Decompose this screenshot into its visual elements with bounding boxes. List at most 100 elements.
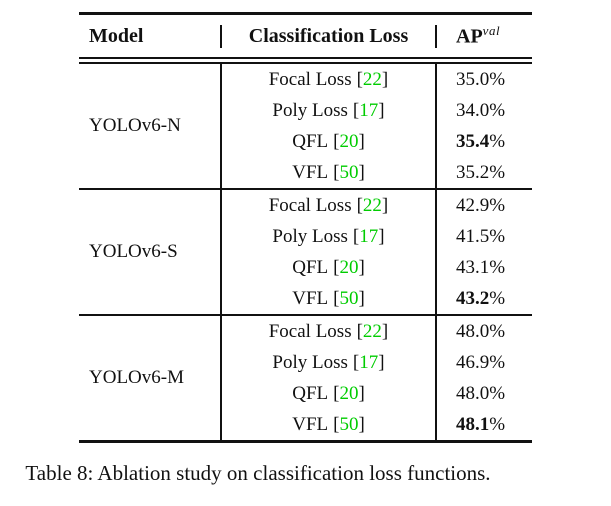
citation[interactable]: [50] [333,288,365,309]
citation-number[interactable]: 22 [362,321,382,342]
loss-label: Focal Loss [268,69,352,90]
loss-label: QFL [292,257,329,278]
loss-row: Focal Loss [22] [222,64,435,95]
ap-value: 34.0 [456,100,490,121]
percent-sign: % [489,69,506,90]
ap-row: 35.2% [456,157,532,188]
citation-number[interactable]: 20 [339,383,359,404]
loss-row: Focal Loss [22] [222,316,435,347]
citation-number[interactable]: 22 [362,195,382,216]
loss-row: Focal Loss [22] [222,190,435,221]
table-caption: Table 8: Ablation study on classificatio… [25,461,491,485]
citation-number[interactable]: 50 [339,288,359,309]
table-bottom-rule [79,440,532,443]
ap-cells: 42.9% 41.5% 43.1% 43.2% [437,190,532,314]
bracket-open-icon: [ [333,131,340,152]
loss-label: QFL [292,383,329,404]
bracket-open-icon: [ [333,288,340,309]
loss-label: Focal Loss [268,321,352,342]
loss-cells: Focal Loss [22] Poly Loss [17] QFL [20] VFL… [220,316,437,440]
ap-value: 41.5 [456,226,490,247]
citation[interactable]: [22] [357,321,389,342]
percent-sign: % [489,257,506,278]
citation[interactable]: [20] [333,257,365,278]
ap-row: 48.1% [456,409,532,440]
loss-label: VFL [292,288,329,309]
ablation-table: Model Classification Loss APval YOLOv6-N… [79,12,532,443]
citation-number[interactable]: 50 [339,414,359,435]
loss-cells: Focal Loss [22] Poly Loss [17] QFL [20] VFL… [220,64,437,188]
loss-label: VFL [292,162,329,183]
loss-label: Poly Loss [272,100,348,121]
bracket-open-icon: [ [356,69,363,90]
loss-row: Poly Loss [17] [222,95,435,126]
header-ap: APval [437,23,532,49]
percent-sign: % [489,321,506,342]
loss-row: QFL [20] [222,378,435,409]
citation[interactable]: [17] [353,100,385,121]
loss-row: VFL [50] [222,283,435,314]
loss-label: Poly Loss [272,352,348,373]
loss-row: Poly Loss [17] [222,221,435,252]
citation-number[interactable]: 20 [339,131,359,152]
loss-cells: Focal Loss [22] Poly Loss [17] QFL [20] VFL… [220,190,437,314]
citation[interactable]: [22] [357,195,389,216]
citation-number[interactable]: 17 [359,226,379,247]
bracket-open-icon: [ [356,321,363,342]
bracket-close-icon: ] [358,131,365,152]
model-name: YOLOv6-S [89,241,178,262]
citation-number[interactable]: 50 [339,162,359,183]
percent-sign: % [489,383,506,404]
bracket-close-icon: ] [381,69,389,90]
ap-row: 42.9% [456,190,532,221]
citation-number[interactable]: 22 [362,69,382,90]
citation[interactable]: [20] [333,131,365,152]
percent-sign: % [489,162,506,183]
ap-cells: 35.0% 34.0% 35.4% 35.2% [437,64,532,188]
header-classification-loss: Classification Loss [220,24,437,48]
ap-value: 43.2 [456,288,490,309]
header-ap-superscript: val [482,22,501,38]
bracket-close-icon: ] [381,195,389,216]
citation-number[interactable]: 17 [359,352,379,373]
table-top-rule [79,12,532,15]
citation[interactable]: [17] [353,352,385,373]
loss-row: QFL [20] [222,126,435,157]
ap-value: 43.1 [456,257,490,278]
ap-row: 46.9% [456,347,532,378]
citation[interactable]: [50] [333,162,365,183]
loss-label: QFL [292,131,329,152]
mid-rule [79,188,532,190]
bracket-close-icon: ] [381,321,389,342]
loss-label: VFL [292,414,329,435]
bracket-open-icon: [ [352,100,360,121]
percent-sign: % [489,100,506,121]
citation[interactable]: [20] [333,383,365,404]
bracket-close-icon: ] [358,414,365,435]
bracket-open-icon: [ [333,257,340,278]
percent-sign: % [489,414,506,435]
bracket-close-icon: ] [358,257,365,278]
citation-number[interactable]: 17 [359,100,379,121]
ap-row: 43.1% [456,252,532,283]
bracket-open-icon: [ [352,226,360,247]
loss-row: QFL [20] [222,252,435,283]
ap-row: 48.0% [456,378,532,409]
ap-value: 48.0 [456,383,490,404]
citation[interactable]: [17] [353,226,385,247]
citation[interactable]: [50] [333,414,365,435]
bracket-close-icon: ] [378,352,385,373]
loss-row: Poly Loss [17] [222,347,435,378]
bracket-open-icon: [ [356,195,363,216]
bracket-close-icon: ] [358,288,365,309]
bracket-open-icon: [ [333,162,340,183]
header-ap-text: AP [456,25,483,48]
ap-row: 35.0% [456,64,532,95]
table-group-yolov6-m: YOLOv6-M Focal Loss [22] Poly Loss [17] QF… [79,316,532,440]
citation[interactable]: [22] [357,69,389,90]
percent-sign: % [489,195,506,216]
citation-number[interactable]: 20 [339,257,359,278]
loss-row: VFL [50] [222,157,435,188]
ap-value: 48.1 [456,414,490,435]
header-model: Model [89,24,144,47]
